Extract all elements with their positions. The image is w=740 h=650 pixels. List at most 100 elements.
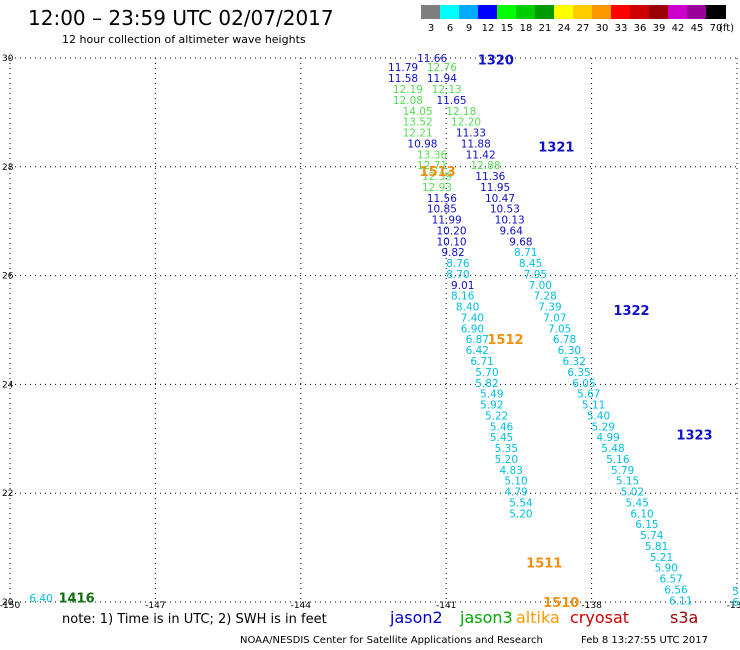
legend-swatch — [516, 5, 536, 19]
legend-label: 24 — [557, 23, 571, 34]
legend-swatch — [687, 5, 707, 19]
wave-height-value: 10.10 — [437, 236, 467, 248]
legend-label: 21 — [538, 23, 552, 34]
mission-cryosat: cryosat — [570, 608, 630, 627]
wave-height-value: 5.81 — [645, 541, 668, 553]
wave-height-value: 5.90 — [655, 563, 678, 575]
wave-height-value: 6.78 — [553, 334, 576, 346]
axis-ticks: -150 -147 -144 -141 -138 -135 30 28 26 24 22 20 — [0, 54, 740, 611]
wave-height-value: 12.21 — [403, 128, 433, 140]
wave-height-value: 13.52 — [403, 117, 433, 129]
legend-swatch — [630, 5, 650, 19]
legend-label: 42 — [671, 23, 685, 34]
legend-swatch — [554, 5, 574, 19]
wave-height-value: 5.35 — [495, 443, 518, 455]
wave-height-value: 6.32 — [563, 356, 586, 368]
legend-label: 36 — [633, 23, 647, 34]
wave-height-value: 14.05 — [403, 106, 433, 118]
wave-height-value: 5.29 — [592, 421, 615, 433]
wave-height-value: 8.16 — [451, 291, 475, 303]
legend-label: 45 — [690, 23, 704, 34]
wave-height-value: 9.68 — [509, 236, 532, 248]
legend-swatch — [440, 5, 460, 19]
wave-height-value: 10.98 — [407, 138, 437, 150]
track-id-label: 1510 — [543, 596, 579, 611]
wave-height-value: 7.28 — [533, 291, 556, 303]
track-id-label: 1322 — [613, 304, 649, 319]
legend-label: 39 — [652, 23, 666, 34]
wave-height-values: 6.4011.6612.7611.7911.9411.5812.1312.191… — [29, 53, 739, 609]
track-id-label: 1513 — [420, 165, 456, 180]
wave-height-value: 5.20 — [509, 508, 532, 520]
wave-height-value: 6.71 — [470, 356, 493, 368]
legend-label: 9 — [465, 23, 473, 34]
wave-height-value: 10.53 — [490, 204, 520, 216]
wave-height-value: 9.01 — [451, 280, 474, 292]
wave-height-value: 5.16 — [606, 454, 630, 466]
wave-height-value: 11.56 — [427, 193, 457, 205]
legend-swatch — [592, 5, 612, 19]
wave-height-value: 12.71 — [417, 160, 447, 172]
wave-height-value: 5.40 — [587, 410, 610, 422]
wave-height-value: 11.88 — [461, 138, 491, 150]
legend-label: 18 — [519, 23, 533, 34]
wave-height-value: 6.90 — [461, 323, 484, 335]
track-id-label: 1321 — [538, 141, 574, 156]
wave-height-value: 5.67 — [577, 389, 600, 401]
longitude-tick-label: -138 — [581, 601, 602, 611]
wave-height-value: 5.10 — [504, 476, 527, 488]
longitude-tick-label: -141 — [436, 601, 456, 611]
wave-height-value: 6.11 — [669, 595, 692, 607]
wave-height-value: 4.99 — [596, 432, 619, 444]
grid-lines — [9, 57, 738, 603]
wave-height-value: 6.30 — [558, 345, 581, 357]
legend-swatch — [421, 5, 441, 19]
wave-height-value: 6.05 — [572, 378, 595, 390]
wave-height-value: 6.10 — [630, 508, 653, 520]
wave-height-value: 11.66 — [417, 53, 447, 65]
wave-height-value: 11.79 — [388, 62, 418, 74]
wave-height-value: 5.79 — [611, 465, 634, 477]
wave-height-value: 5.82 — [475, 378, 498, 390]
legend-swatch — [706, 5, 726, 19]
wave-height-value: 11.42 — [466, 149, 496, 161]
footer-note: note: 1) Time is in UTC; 2) SWH is in fe… — [62, 612, 327, 627]
legend-label: 3 — [427, 23, 435, 34]
mission-jason3: jason3 — [460, 608, 513, 627]
legend-swatch — [668, 5, 688, 19]
track-id-label: 1320 — [478, 54, 514, 69]
legend-label: 15 — [500, 23, 514, 34]
wave-height-value: 8.40 — [456, 302, 479, 314]
wave-height-value: 5.92 — [480, 400, 503, 412]
legend-swatch — [573, 5, 593, 19]
wave-height-value: 11.33 — [456, 128, 486, 140]
wave-height-value: 9.64 — [500, 225, 524, 237]
wave-height-value: 7.95 — [524, 269, 547, 281]
legend-swatch — [497, 5, 517, 19]
longitude-tick-label: -147 — [145, 601, 165, 611]
legend-label: 70 — [709, 23, 723, 34]
wave-height-value: 12.93 — [422, 182, 452, 194]
credit-line: NOAA/NESDIS Center for Satellite Applica… — [240, 635, 543, 646]
page-subtitle: 12 hour collection of altimeter wave hei… — [62, 33, 306, 46]
wave-height-value: 8.45 — [519, 258, 542, 270]
track-id-label: 1511 — [526, 556, 562, 571]
wave-height-value: 6.42 — [466, 345, 489, 357]
legend-label: 27 — [576, 23, 590, 34]
wave-height-value: 6.40 — [29, 593, 52, 605]
wave-height-value: 5.45 — [626, 497, 649, 509]
wave-height-value: 5.74 — [640, 530, 664, 542]
wave-height-value: 5 — [732, 586, 739, 598]
wave-height-value: 5.11 — [582, 400, 605, 412]
wave-height-value: 10.20 — [437, 225, 467, 237]
wave-height-value: 5.21 — [650, 552, 673, 564]
wave-height-value: 6.57 — [659, 574, 682, 586]
wave-height-value: 6.56 — [664, 584, 688, 596]
wave-height-value: 6.15 — [635, 519, 658, 531]
wave-height-value: 8.76 — [446, 258, 470, 270]
wave-height-value: 7.05 — [548, 323, 571, 335]
wave-height-value: 12.19 — [393, 84, 423, 96]
wave-height-value: 12.18 — [446, 106, 476, 118]
legend-swatch — [611, 5, 631, 19]
